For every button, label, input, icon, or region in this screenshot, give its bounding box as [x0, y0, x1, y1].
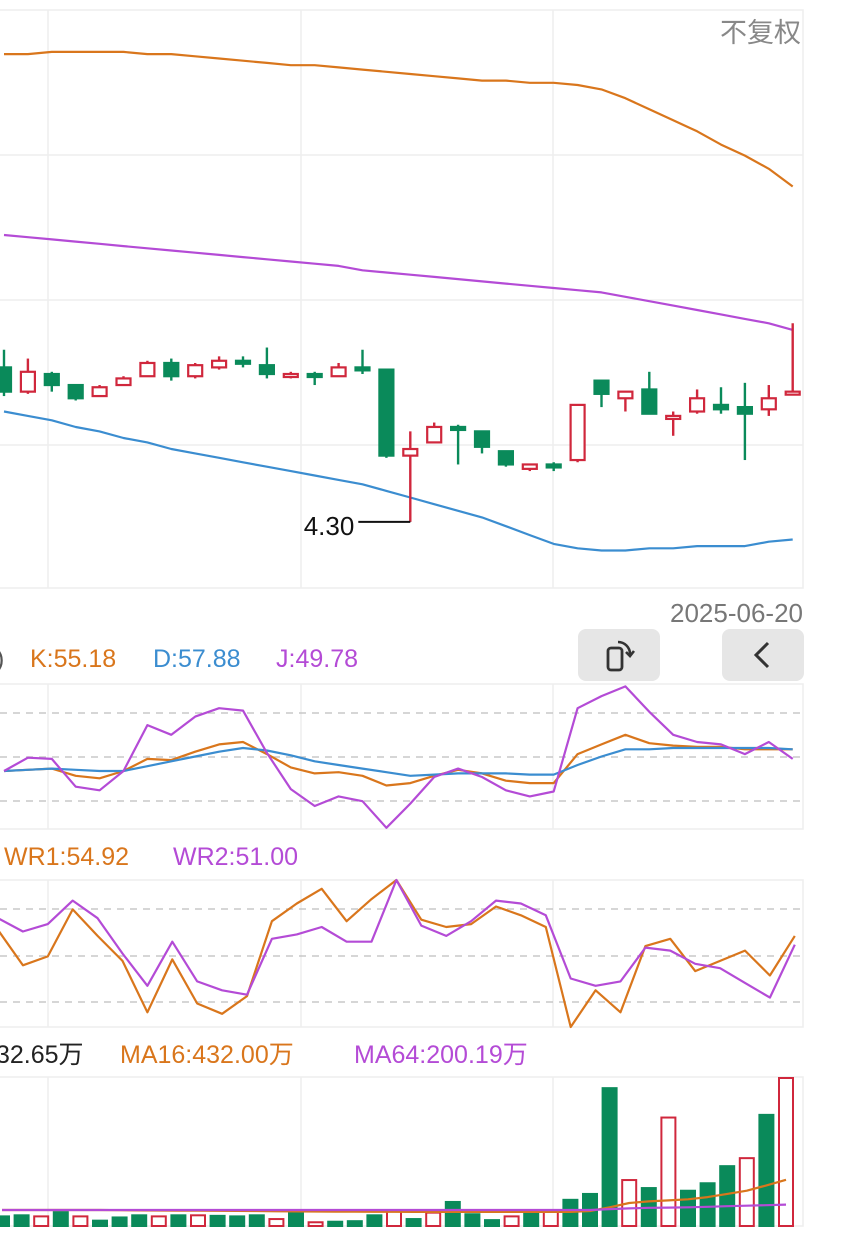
volume-bar-7: [131, 1214, 148, 1228]
volume-bar-25: [484, 1219, 500, 1228]
candle-body-31: [736, 405, 754, 415]
volume-ma64-line: [2, 1203, 787, 1212]
chevron-left-icon: [753, 641, 770, 669]
volume-bar-10: [190, 1214, 206, 1228]
volume-bar-3: [52, 1211, 69, 1227]
candle-body-25: [593, 379, 610, 395]
candle-body-0: [0, 366, 13, 393]
volume-bar-36: [699, 1182, 716, 1228]
volume-bar-0: [0, 1215, 10, 1228]
candle-body-4: [91, 386, 108, 398]
volume-bar-15: [288, 1211, 304, 1227]
low-annotation-label: 4.30: [304, 511, 355, 541]
volume-bar-18: [346, 1220, 363, 1227]
candle-body-21: [497, 450, 514, 466]
volume-bar-8: [150, 1215, 167, 1228]
boll-lower-line: [3, 410, 793, 552]
kdj-j-line: [3, 685, 794, 829]
volume-bar-24: [464, 1213, 481, 1227]
volume-bar-27: [523, 1212, 540, 1227]
candle-body-13: [306, 372, 323, 379]
volume-bar-22: [425, 1211, 442, 1227]
volume-bar-9: [170, 1214, 187, 1228]
candle-body-2: [43, 372, 60, 387]
volume-bar-19: [366, 1214, 383, 1228]
candle-body-33: [784, 390, 801, 396]
candle-body-29: [688, 397, 706, 413]
boll-mid-line: [3, 233, 793, 331]
kdj-k-label: K:55.18: [30, 645, 117, 673]
adjust-label[interactable]: 不复权: [720, 18, 801, 48]
volume-bar-34: [660, 1116, 677, 1228]
candle-body-12: [282, 372, 299, 379]
volume-bar-31: [601, 1087, 618, 1227]
candle-body-1: [19, 370, 36, 393]
panel-frame-1: [0, 683, 804, 830]
candle-body-17: [402, 447, 419, 457]
candle-body-28: [665, 414, 682, 421]
candle-body-26: [617, 390, 634, 400]
candle-body-32: [760, 397, 777, 411]
candle-body-6: [139, 361, 156, 378]
wr2-line: [0, 878, 796, 999]
candle-body-7: [163, 361, 180, 378]
candle-body-9: [211, 359, 228, 369]
kdj-paren: ): [0, 644, 4, 674]
kdj-d-label: D:57.88: [153, 645, 241, 673]
candle-body-19: [450, 425, 467, 432]
volume-bar-2: [33, 1215, 50, 1228]
candle-body-11: [258, 364, 275, 376]
volume-ma-label: 32.65万: [0, 1041, 84, 1069]
candle-body-24: [569, 403, 586, 462]
rotate-screen-icon: [606, 640, 636, 672]
kdj-j-label: J:49.78: [276, 645, 359, 673]
rotate-button[interactable]: [578, 629, 660, 681]
volume-ma64-label: MA64:200.19万: [354, 1041, 528, 1069]
volume-bar-12: [229, 1215, 246, 1228]
candle-body-14: [330, 366, 347, 378]
candle-body-22: [521, 463, 538, 470]
candle-body-23: [545, 463, 562, 469]
wr1-label: WR1:54.92: [4, 843, 130, 871]
volume-bar-39: [758, 1113, 775, 1228]
volume-bar-5: [92, 1219, 108, 1227]
volume-bar-26: [503, 1215, 520, 1228]
candle-body-20: [473, 430, 491, 448]
candle-body-27: [641, 388, 658, 415]
volume-bar-40: [778, 1077, 794, 1227]
volume-bar-4: [72, 1215, 89, 1228]
volume-bar-6: [111, 1216, 128, 1228]
back-button[interactable]: [722, 629, 804, 681]
candle-body-18: [426, 425, 443, 444]
volume-bar-1: [13, 1214, 30, 1228]
volume-bar-16: [307, 1221, 324, 1227]
panel-frame-0: [0, 9, 804, 589]
candle-body-15: [354, 366, 371, 372]
panel-frame-2: [0, 879, 804, 1028]
volume-bar-37: [719, 1165, 736, 1227]
kdj-d-line: [3, 746, 793, 777]
volume-ma16-label: MA16:432.00万: [120, 1041, 294, 1069]
volume-bar-21: [405, 1218, 422, 1228]
volume-bar-11: [209, 1214, 226, 1228]
candle-body-16: [378, 368, 395, 457]
wr2-label: WR2:51.00: [173, 843, 299, 871]
candle-body-5: [115, 377, 132, 387]
candle-body-8: [187, 364, 204, 378]
volume-bar-13: [248, 1214, 265, 1228]
boll-upper-line: [4, 50, 794, 188]
date-label: 2025-06-20: [670, 598, 803, 628]
candle-body-10: [234, 359, 252, 365]
candle-body-3: [67, 383, 84, 400]
kdj-k-line: [3, 733, 793, 787]
volume-bar-23: [444, 1200, 461, 1227]
volume-bar-28: [542, 1210, 559, 1227]
volume-bar-14: [268, 1218, 285, 1228]
candle-body-30: [712, 403, 730, 411]
volume-bar-17: [327, 1220, 344, 1227]
